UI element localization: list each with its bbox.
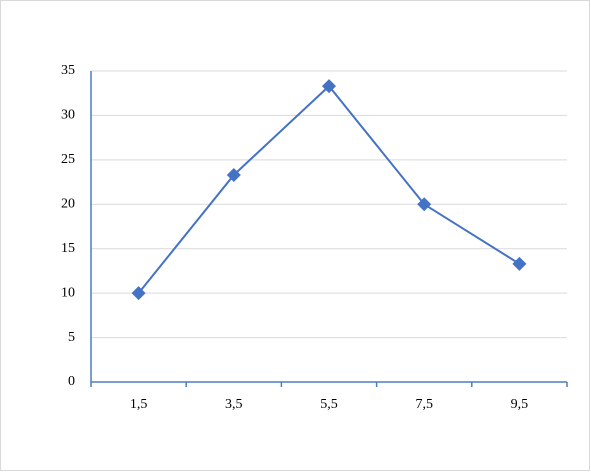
x-tick-label: 5,5 bbox=[320, 397, 338, 412]
data-marker bbox=[322, 79, 336, 94]
y-tick-label: 35 bbox=[61, 63, 75, 78]
data-marker bbox=[226, 167, 241, 182]
x-tick-label: 3,5 bbox=[225, 397, 243, 412]
y-tick-label: 0 bbox=[68, 374, 75, 389]
data-marker bbox=[417, 197, 432, 212]
y-tick-label: 10 bbox=[61, 285, 75, 300]
x-tick-label: 7,5 bbox=[415, 397, 433, 412]
x-tick-label: 9,5 bbox=[511, 397, 529, 412]
y-tick-label: 5 bbox=[68, 330, 75, 345]
data-marker bbox=[512, 256, 527, 271]
y-tick-label: 15 bbox=[61, 241, 75, 256]
y-tick-label: 25 bbox=[61, 152, 75, 167]
y-tick-label: 20 bbox=[61, 197, 75, 212]
x-tick-label: 1,5 bbox=[130, 397, 148, 412]
data-marker bbox=[131, 286, 146, 301]
y-tick-label: 30 bbox=[61, 108, 75, 123]
